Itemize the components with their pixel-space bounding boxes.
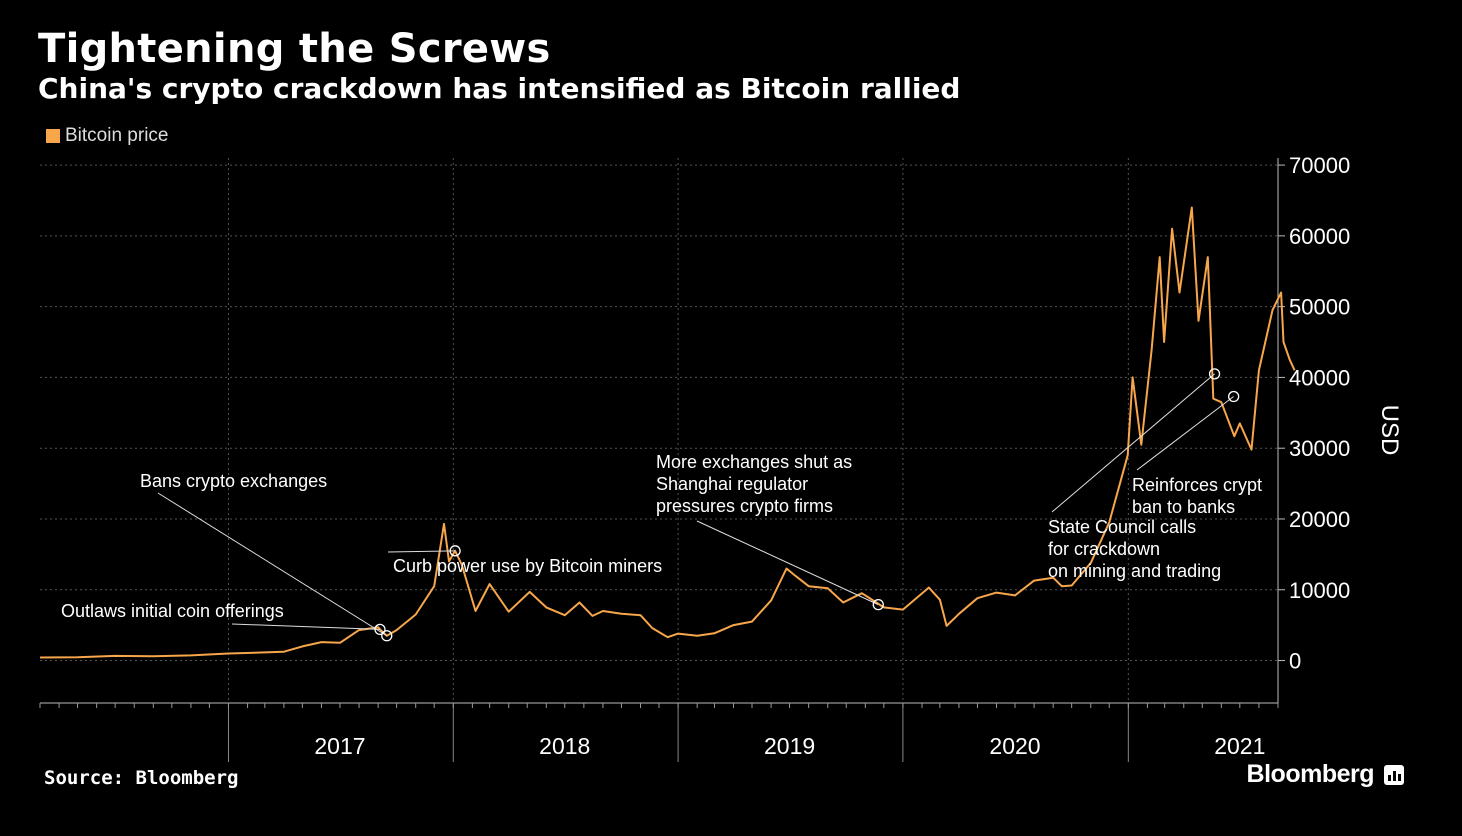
annotation-leader [387,550,456,553]
year-label: 2020 [989,733,1040,759]
annotation-label: Outlaws initial coin offerings [61,601,284,621]
annotation-label: pressures crypto firms [656,496,833,516]
y-tick-label: 70000 [1289,153,1350,178]
year-label: 2018 [539,733,590,759]
year-label: 2019 [764,733,815,759]
annotation-marker [1228,390,1240,403]
legend-label: Bitcoin price [65,125,169,146]
axes: 0 10000 20000 30000 40000 50000 60000 70000 USD 2… [39,153,1403,762]
chart-title: Tightening the Screws [38,26,551,72]
annotation-leader [1051,373,1215,513]
brand-logo: Bloomberg [1247,760,1404,789]
annotation-leader [1136,396,1234,471]
source-note: Source: Bloomberg [44,767,239,789]
annotation-marker [381,630,393,642]
annotations: Bans crypto exchanges Outlaws initial coi… [61,368,1262,642]
y-tick-label: 60000 [1289,224,1350,249]
y-tick-label: 30000 [1289,436,1350,461]
annotation-label: More exchanges shut as [656,452,852,472]
y-tick-label: 40000 [1289,365,1350,390]
chart-subtitle: China's crypto crackdown has intensified… [38,72,961,105]
annotation-leader [696,520,879,606]
annotation-label: Curb power use by Bitcoin miners [393,556,662,576]
brand-text: Bloomberg [1246,760,1375,788]
bar-chart-icon [1384,764,1404,785]
annotation-marker [449,545,461,557]
annotation-marker [872,598,884,611]
annotation-leader [231,623,381,630]
year-label: 2021 [1214,733,1265,759]
bitcoin-price-line [39,206,1296,659]
annotation-leader [157,492,388,637]
grid [40,158,1278,703]
year-label: 2017 [314,733,365,759]
legend: Bitcoin price [46,125,169,147]
annotation-marker [374,623,386,636]
annotation-label: ban to banks [1132,497,1235,517]
annotation-label: on mining and trading [1048,561,1221,581]
annotation-label: Bans crypto exchanges [140,471,327,491]
y-tick-label: 50000 [1289,295,1350,320]
annotation-label: for crackdown [1048,539,1160,559]
legend-swatch [46,129,60,143]
annotation-label: Reinforces crypt [1132,475,1262,495]
annotation-marker [1208,368,1221,380]
y-axis-label: USD [1376,405,1403,456]
annotation-label: Shanghai regulator [656,474,808,494]
annotation-label: State Council calls [1048,517,1196,537]
y-tick-label: 0 [1289,649,1301,674]
y-tick-label: 10000 [1289,578,1350,603]
y-tick-label: 20000 [1289,507,1350,532]
series-layer [39,206,1296,659]
